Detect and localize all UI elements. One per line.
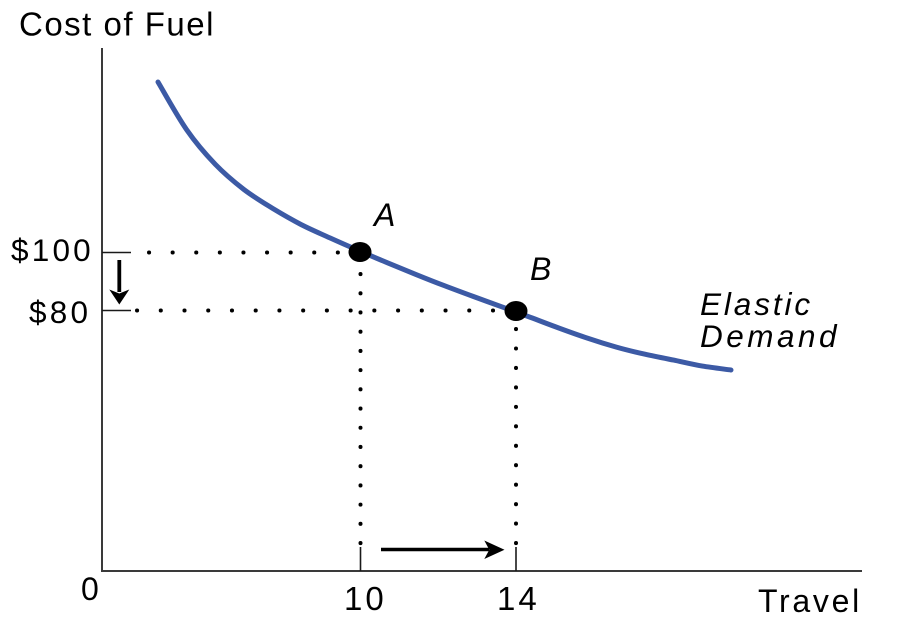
svg-text:B: B	[530, 251, 551, 287]
svg-text:Cost of Fuel: Cost of Fuel	[19, 6, 215, 43]
svg-text:$100: $100	[11, 232, 94, 268]
svg-text:Elastic: Elastic	[700, 286, 813, 322]
svg-text:$80: $80	[29, 294, 91, 330]
svg-text:Demand: Demand	[700, 318, 840, 354]
svg-text:0: 0	[81, 571, 99, 607]
svg-text:10: 10	[344, 580, 387, 617]
svg-text:A: A	[372, 197, 395, 233]
svg-text:14: 14	[497, 580, 540, 617]
svg-text:Travel: Travel	[758, 583, 862, 619]
